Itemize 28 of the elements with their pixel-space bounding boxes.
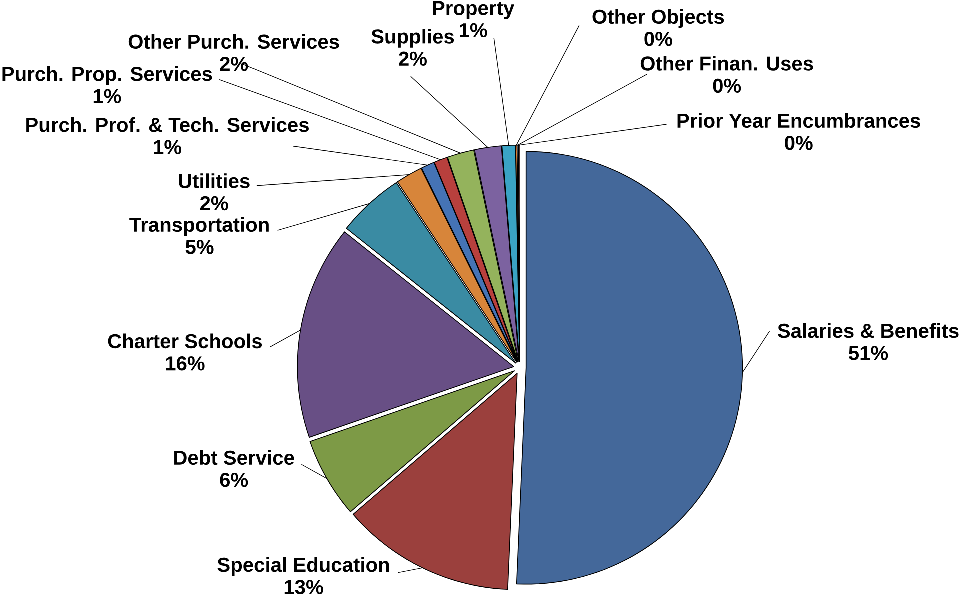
data-label: 2% xyxy=(220,57,248,72)
slice-label: Salaries & Benefits xyxy=(778,324,959,338)
slice-label: Charter Schools xyxy=(108,334,262,349)
slice-label: Supplies xyxy=(372,29,454,48)
data-label: 0% xyxy=(713,78,742,94)
data-label: 0% xyxy=(644,32,672,46)
slice-label: Other Purch. Services xyxy=(128,34,340,50)
data-label: 51% xyxy=(849,346,888,360)
slice-label: Special Education xyxy=(218,558,390,576)
data-label: 13% xyxy=(284,580,324,594)
data-label: 2% xyxy=(399,52,427,66)
data-label: 5% xyxy=(186,240,214,254)
slice-label: Utilities xyxy=(179,174,250,189)
data-label: 2% xyxy=(200,196,228,211)
slice-label: Transportation xyxy=(130,217,269,236)
slice-label: Other Objects xyxy=(592,9,724,28)
slice-label: Purch. Prof. & Tech. Services xyxy=(26,118,309,132)
data-label: 1% xyxy=(460,24,488,38)
slice-label: Prior Year Encumbrances xyxy=(678,113,920,128)
data-label: 0% xyxy=(785,136,813,150)
data-label: 1% xyxy=(94,89,122,104)
slice-label: Property xyxy=(433,1,515,20)
slice-label: Purch. Prop. Services xyxy=(2,66,212,86)
slice-label: Other Finan. Uses xyxy=(640,56,814,71)
data-label: 16% xyxy=(166,356,205,371)
data-label: 1% xyxy=(154,140,182,155)
data-label: 6% xyxy=(220,473,248,488)
slice-label: Debt Service xyxy=(174,450,294,466)
